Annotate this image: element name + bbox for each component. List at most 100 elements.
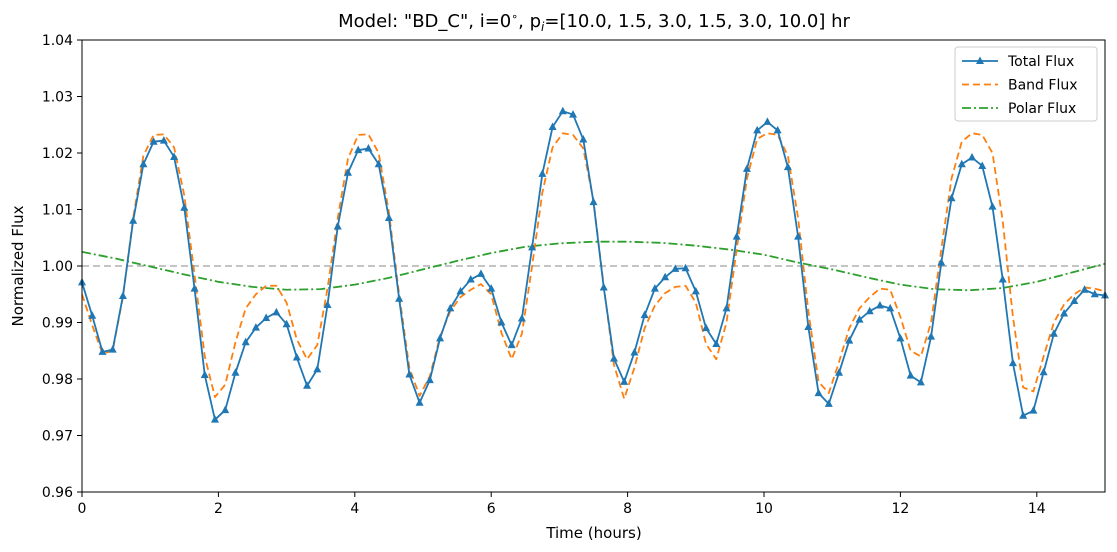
total-flux-point xyxy=(722,303,731,312)
y-tick-label: 1.03 xyxy=(42,90,73,106)
total-flux-point xyxy=(978,161,987,169)
total-flux-point xyxy=(1060,308,1069,317)
total-flux-point xyxy=(640,310,649,319)
total-flux-point xyxy=(650,284,659,292)
chart-title: Model: "BD_C", i=0∘, pi=[10.0, 1.5, 3.0,… xyxy=(338,10,850,34)
total-flux-point xyxy=(323,300,332,308)
total-flux-point xyxy=(824,399,833,407)
total-flux-point xyxy=(282,319,291,328)
total-flux-point xyxy=(108,345,117,353)
y-tick-label: 1.02 xyxy=(42,146,73,162)
total-flux-point xyxy=(313,364,322,373)
x-axis-label: Time (hours) xyxy=(545,524,641,542)
total-flux-point xyxy=(456,286,465,295)
total-flux-point xyxy=(814,388,823,397)
total-flux-point xyxy=(886,303,895,312)
y-tick-label: 0.99 xyxy=(42,316,73,332)
total-flux-point xyxy=(98,347,107,355)
y-tick-label: 1.00 xyxy=(42,259,73,275)
total-flux-point xyxy=(579,134,588,143)
total-flux-point xyxy=(702,323,711,332)
total-flux-point xyxy=(783,162,792,171)
total-flux-point xyxy=(794,232,803,240)
total-flux-point xyxy=(1029,406,1038,414)
total-flux-point xyxy=(374,159,383,168)
y-tick-label: 0.97 xyxy=(42,429,73,445)
total-flux-point xyxy=(231,368,240,376)
total-flux-point xyxy=(671,264,680,272)
total-flux-point xyxy=(589,197,598,206)
total-flux-point xyxy=(200,370,209,379)
y-axis-label: Normalized Flux xyxy=(9,205,27,326)
total-flux-point xyxy=(180,203,189,211)
total-flux-point xyxy=(118,291,127,299)
total-flux-point xyxy=(272,307,281,316)
total-flux-point xyxy=(773,125,782,134)
x-tick-label: 4 xyxy=(350,501,359,517)
total-flux-point xyxy=(292,353,301,361)
total-flux-point xyxy=(896,333,905,342)
total-flux-point xyxy=(487,284,496,292)
total-flux-point xyxy=(763,117,772,125)
total-flux-point xyxy=(88,311,97,319)
total-flux-point xyxy=(732,232,741,240)
total-flux-point xyxy=(855,315,864,323)
total-flux-point xyxy=(497,318,506,326)
y-tick-label: 0.98 xyxy=(42,372,73,388)
y-tick-label: 1.04 xyxy=(42,33,73,49)
legend-label-band-flux: Band Flux xyxy=(1008,78,1078,94)
x-tick-label: 10 xyxy=(755,501,773,517)
x-tick-label: 2 xyxy=(214,501,223,517)
total-flux-point xyxy=(446,303,455,312)
legend: Total Flux Band Flux Polar Flux xyxy=(954,46,1098,122)
total-flux-point xyxy=(354,145,363,154)
total-flux-point xyxy=(569,110,578,118)
total-flux-point xyxy=(1049,329,1058,337)
total-flux-point xyxy=(609,354,618,362)
total-flux-point xyxy=(865,306,874,315)
total-flux-point xyxy=(875,301,884,309)
total-flux-point xyxy=(221,405,230,414)
total-flux-point xyxy=(210,415,219,423)
total-flux-point xyxy=(691,286,700,295)
total-flux-point xyxy=(947,193,956,202)
y-tick-label: 0.96 xyxy=(42,485,73,501)
total-flux-point xyxy=(558,106,567,115)
total-flux-point xyxy=(620,377,629,385)
total-flux-point xyxy=(395,294,404,302)
x-tick-label: 12 xyxy=(891,501,909,517)
y-axis: 0.96 0.97 0.98 0.99 1.00 1.01 1.02 1.03 1.04 xyxy=(42,33,82,501)
total-flux-point xyxy=(681,263,690,272)
total-flux-point xyxy=(425,375,434,384)
total-flux-point xyxy=(507,340,516,349)
total-flux-point xyxy=(129,216,138,224)
total-flux-point xyxy=(906,371,915,379)
total-flux-point xyxy=(804,322,813,331)
total-flux-point xyxy=(957,159,966,168)
total-flux-point xyxy=(149,137,158,145)
total-flux-point xyxy=(661,272,670,281)
x-tick-label: 8 xyxy=(623,501,632,517)
total-flux-point xyxy=(170,152,179,160)
total-flux-point xyxy=(251,323,260,331)
x-tick-label: 14 xyxy=(1028,501,1046,517)
total-flux-point xyxy=(548,122,557,131)
total-flux-point xyxy=(742,164,751,172)
total-flux-point xyxy=(845,336,854,344)
total-flux-point xyxy=(1039,367,1048,376)
x-tick-label: 0 xyxy=(78,501,87,517)
total-flux-point xyxy=(1090,289,1099,298)
total-flux-point xyxy=(927,332,936,340)
total-flux-point xyxy=(1070,296,1079,305)
total-flux-point xyxy=(1008,358,1017,367)
total-flux-point xyxy=(190,284,199,292)
total-flux-point xyxy=(630,347,639,356)
total-flux-point xyxy=(476,269,485,277)
total-flux-point xyxy=(835,368,844,376)
total-flux-point xyxy=(1019,411,1028,419)
total-flux-point xyxy=(1080,285,1089,293)
total-flux-point xyxy=(139,159,148,168)
x-tick-label: 6 xyxy=(487,501,496,517)
